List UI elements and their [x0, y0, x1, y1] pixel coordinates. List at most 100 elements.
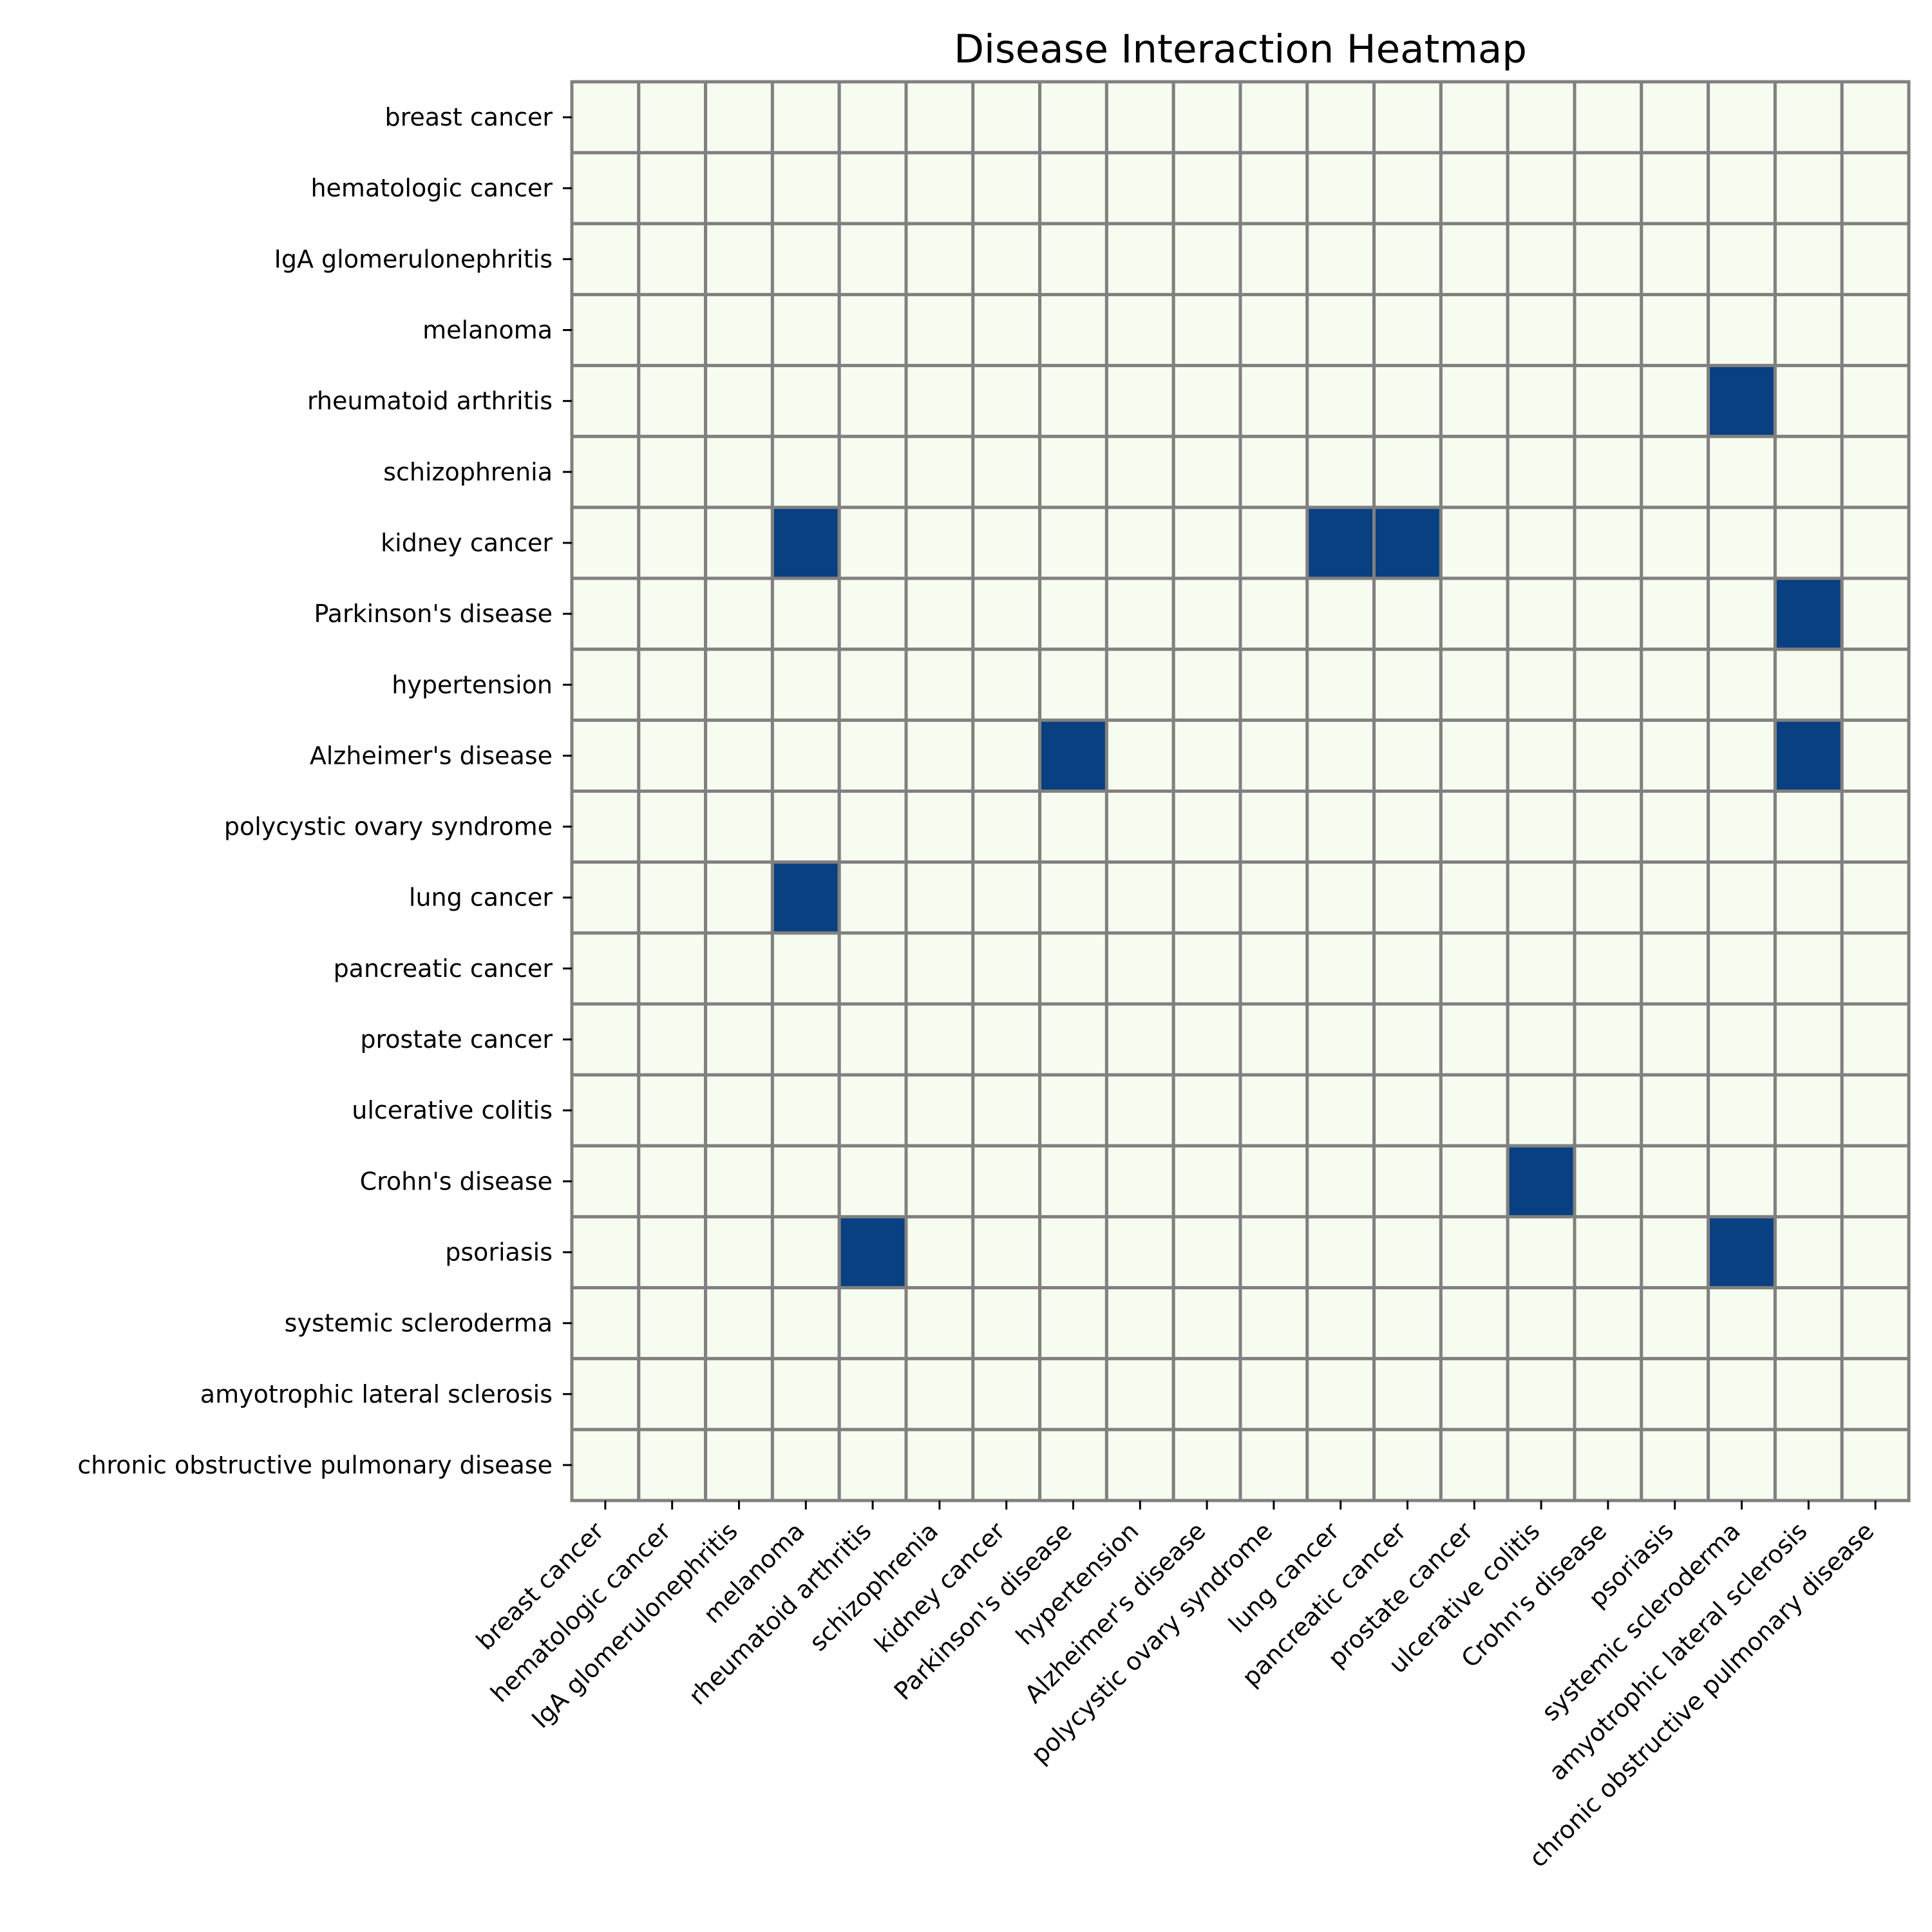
- heatmap-cell: [1171, 1286, 1242, 1361]
- heatmap-cell: [1573, 1286, 1643, 1361]
- heatmap-cell: [1171, 718, 1242, 793]
- heatmap-cell: [837, 1286, 908, 1361]
- heatmap-cell: [904, 860, 975, 935]
- heatmap-cell: [971, 1357, 1042, 1432]
- heatmap-cell: [1104, 1215, 1175, 1290]
- heatmap-cell: [1506, 718, 1577, 793]
- heatmap-cell: [1773, 1357, 1844, 1432]
- heatmap-cell: [1439, 718, 1510, 793]
- heatmap-cell: [570, 790, 641, 864]
- heatmap-cell: [971, 790, 1042, 864]
- heatmap-cell: [704, 931, 774, 1006]
- heatmap-cell: [837, 292, 908, 368]
- heatmap-cell: [1038, 1215, 1108, 1290]
- heatmap-cell: [1372, 860, 1443, 935]
- heatmap-cell: [1573, 1144, 1643, 1218]
- heatmap-cell: [1840, 1357, 1911, 1432]
- heatmap-cell: [1305, 931, 1376, 1006]
- heatmap-cell: [770, 1357, 841, 1432]
- heatmap-cell: [770, 292, 841, 368]
- heatmap-cell: [837, 222, 908, 296]
- heatmap-cell: [971, 931, 1042, 1006]
- heatmap-cell: [1506, 1286, 1577, 1361]
- x-tick-label: polycystic ovary syndrome: [1025, 1517, 1278, 1769]
- heatmap-cell: [1840, 364, 1911, 439]
- heatmap-cell: [1171, 860, 1242, 935]
- heatmap-cell: [1038, 1002, 1108, 1077]
- heatmap-cell: [1573, 80, 1643, 155]
- heatmap-cell: [1506, 364, 1577, 439]
- heatmap-cell: [1840, 1073, 1911, 1148]
- heatmap-cell: [837, 80, 908, 155]
- heatmap-cell: [1171, 1428, 1242, 1502]
- heatmap-cell: [904, 364, 975, 439]
- heatmap-cell: [1372, 222, 1443, 296]
- heatmap-cell: [704, 222, 774, 296]
- heatmap-cell: [1573, 364, 1643, 439]
- heatmap-cell: [1439, 790, 1510, 864]
- heatmap-cell: [1171, 931, 1242, 1006]
- heatmap-cell: [1707, 718, 1777, 793]
- heatmap-cell: [1506, 222, 1577, 296]
- heatmap-cell: [1171, 506, 1242, 580]
- heatmap-cell: [1840, 151, 1911, 225]
- heatmap-cell: [1038, 364, 1108, 439]
- heatmap-cell: [1305, 647, 1376, 722]
- heatmap-cell: [1238, 506, 1309, 580]
- heatmap-cell: [1238, 222, 1309, 296]
- heatmap-cell: [570, 364, 641, 439]
- y-tick-label: IgA glomerulonephritis: [274, 245, 553, 273]
- heatmap-cell: [1707, 1073, 1777, 1148]
- heatmap-cell: [704, 292, 774, 368]
- heatmap-cell: [704, 435, 774, 509]
- heatmap-cell: [770, 1215, 841, 1290]
- heatmap-cell: [1372, 576, 1443, 651]
- heatmap-cell: [1640, 1144, 1710, 1218]
- heatmap-cell: [837, 1002, 908, 1077]
- heatmap-cell: [1840, 1215, 1911, 1290]
- y-tick-label: amyotrophic lateral sclerosis: [200, 1380, 553, 1408]
- heatmap-cell: [1707, 1286, 1777, 1361]
- heatmap-cell: [1305, 1286, 1376, 1361]
- y-tick-label: Crohn's disease: [360, 1167, 553, 1195]
- heatmap-cell: [637, 576, 708, 651]
- heatmap-cell: [1573, 647, 1643, 722]
- heatmap-cell: [1573, 1428, 1643, 1502]
- heatmap-cell: [1840, 790, 1911, 864]
- heatmap-cell: [1171, 790, 1242, 864]
- heatmap-cell: [1038, 718, 1108, 793]
- heatmap-cell: [1506, 1357, 1577, 1432]
- heatmap-cell: [1773, 435, 1844, 509]
- heatmap-cell: [1372, 506, 1443, 580]
- heatmap-cell: [837, 647, 908, 722]
- heatmap-cell: [1840, 1428, 1911, 1502]
- y-tick-label: breast cancer: [384, 103, 553, 131]
- heatmap-cell: [770, 647, 841, 722]
- heatmap-cell: [971, 506, 1042, 580]
- heatmap-cell: [837, 506, 908, 580]
- heatmap-cell: [570, 1215, 641, 1290]
- y-tick-label: schizophrenia: [383, 458, 553, 486]
- heatmap-cell: [1640, 222, 1710, 296]
- heatmap-cell: [1506, 790, 1577, 864]
- heatmap-cell: [1171, 1002, 1242, 1077]
- heatmap-cell: [1038, 647, 1108, 722]
- heatmap-cell: [1573, 1002, 1643, 1077]
- heatmap-cell: [1038, 80, 1108, 155]
- heatmap-cells: [570, 80, 1911, 1502]
- heatmap-cell: [904, 647, 975, 722]
- heatmap-cell: [837, 1357, 908, 1432]
- heatmap-cell: [637, 790, 708, 864]
- heatmap-cell: [1840, 222, 1911, 296]
- heatmap-cell: [904, 1002, 975, 1077]
- y-tick-label: ulcerative colitis: [352, 1096, 553, 1124]
- heatmap-cell: [904, 1144, 975, 1218]
- heatmap-cell: [704, 1144, 774, 1218]
- y-tick-label: Alzheimer's disease: [310, 741, 553, 770]
- heatmap-cell: [704, 1286, 774, 1361]
- heatmap-cell: [1640, 151, 1710, 225]
- heatmap-cell: [637, 860, 708, 935]
- heatmap-cell: [704, 790, 774, 864]
- heatmap-cell: [1439, 1073, 1510, 1148]
